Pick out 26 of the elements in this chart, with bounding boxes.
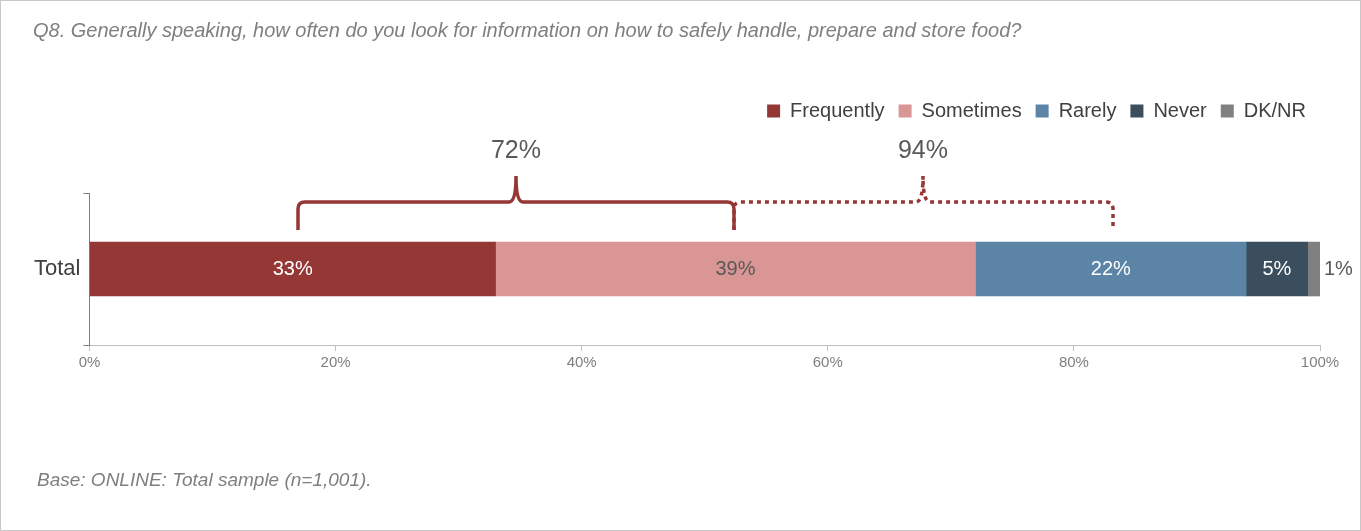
text: 72%	[489, 135, 542, 164]
bar	[1245, 241, 1309, 297]
x-tick-label: 60%	[812, 353, 843, 371]
legend-label: DK/NR	[1243, 98, 1307, 121]
text: Base: ONLINE: Total sample (n=1,001).	[37, 469, 372, 491]
bar	[495, 241, 976, 297]
x-tick-label: 0%	[78, 353, 101, 371]
y-tick-label: Total	[33, 255, 81, 281]
x-tick-label: 100%	[1300, 353, 1340, 371]
data-label: 22%	[1090, 256, 1132, 279]
chart-title: Q8. Generally speaking, how often do you look for information on how to safely handle, prepare and store food?	[33, 19, 1022, 42]
x-tick-label: 20%	[320, 353, 351, 371]
legend-label: Never	[1153, 98, 1208, 121]
legend-label: Frequently	[790, 98, 885, 121]
bar	[89, 241, 496, 297]
data-label: 5%	[1262, 256, 1292, 279]
legend-label: Rarely	[1058, 98, 1117, 121]
x-tick-label: 80%	[1058, 353, 1089, 371]
data-label: 1%	[1324, 256, 1354, 279]
data-label: 33%	[272, 256, 313, 279]
data-label: 39%	[715, 256, 756, 279]
text: 94%	[896, 135, 949, 164]
bar	[1307, 241, 1320, 297]
bar	[975, 241, 1247, 297]
x-tick-label: 40%	[566, 353, 597, 371]
legend-label: Sometimes	[921, 98, 1022, 121]
